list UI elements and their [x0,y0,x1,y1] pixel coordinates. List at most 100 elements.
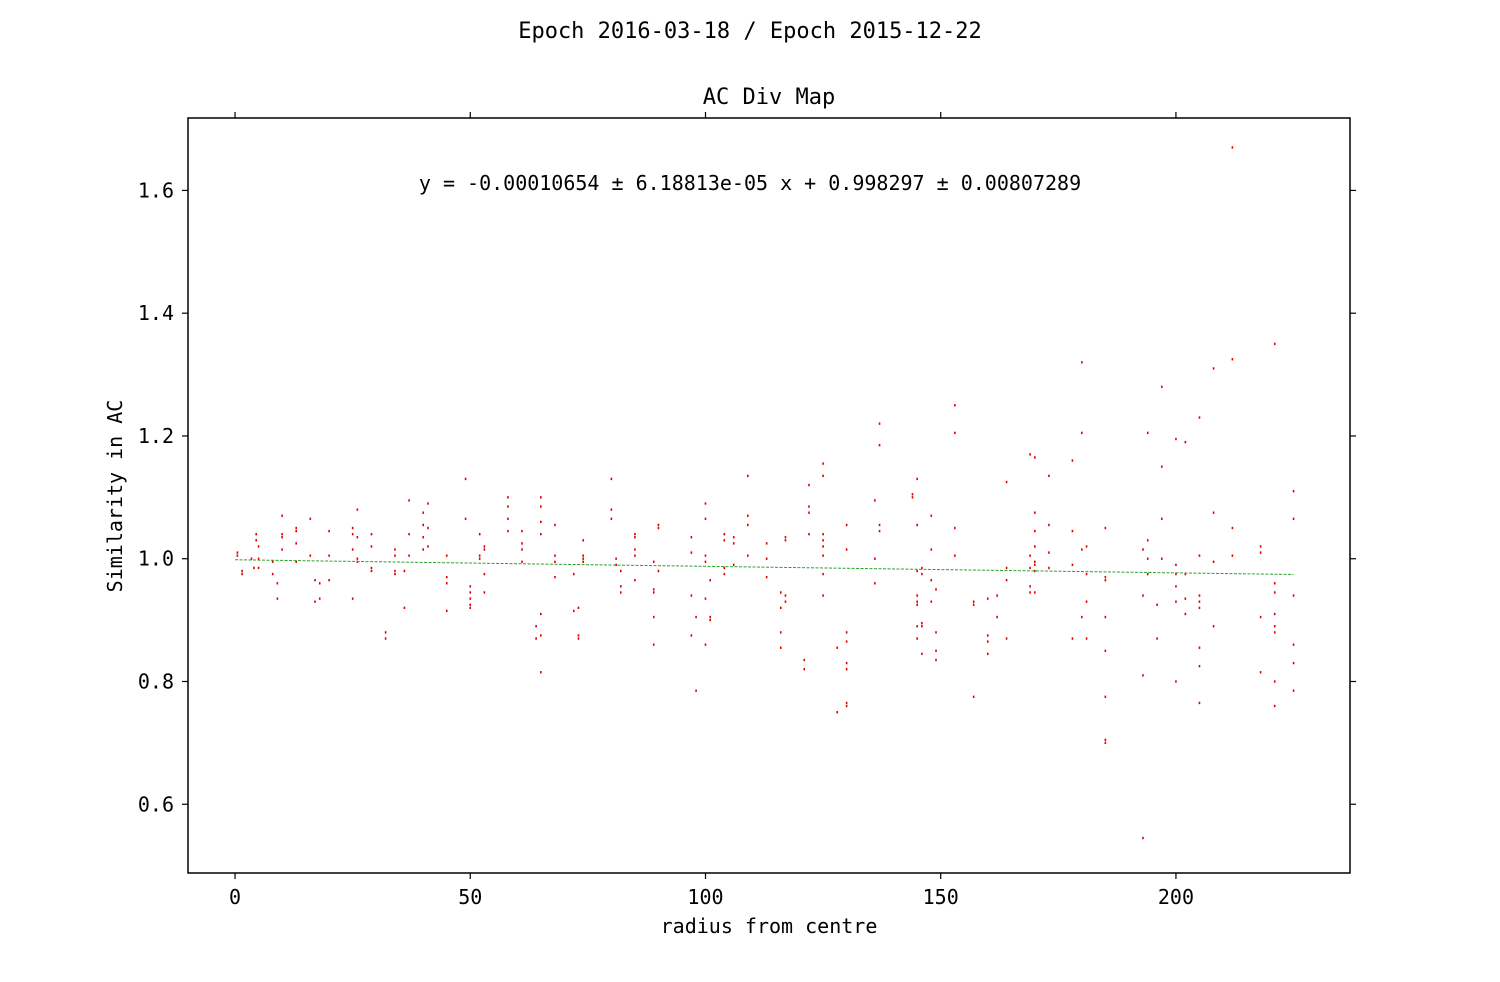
data-point [328,554,330,557]
data-point [930,548,933,551]
data-point [874,557,876,560]
data-point [464,517,467,521]
data-point [652,591,655,594]
data-point [723,532,726,536]
data-point [808,532,810,536]
data-point [1104,579,1107,582]
data-point [1104,615,1107,619]
data-point [422,536,425,539]
data-point [422,523,425,527]
data-point [582,554,584,557]
data-point [464,477,467,481]
data-point [1104,575,1107,579]
data-point [822,572,824,576]
data-point [1146,557,1149,560]
data-point [808,505,810,508]
data-point [394,569,396,573]
data-point [1259,545,1262,548]
data-point [845,631,848,634]
data-point [281,514,283,517]
data-point [709,615,711,619]
data-point [690,634,693,637]
data-point [723,566,726,570]
x-tick-label: 150 [923,885,959,909]
data-point [309,517,312,521]
data-point [1156,637,1158,640]
data-point [1142,836,1144,840]
data-point [356,557,359,560]
data-point [1175,600,1177,603]
data-point [704,554,707,557]
data-point [1142,548,1144,551]
y-tick-label: 0.8 [138,669,174,693]
data-point [1198,664,1201,668]
data-point [281,532,283,536]
data-point [765,557,768,560]
data-point [1034,569,1036,573]
data-point [996,615,998,619]
data-point [250,557,253,560]
data-point [295,542,297,545]
data-point [1146,572,1149,576]
data-point [911,496,914,499]
data-point [535,625,537,628]
data-point [634,554,636,557]
data-point [1273,591,1276,594]
data-point [972,603,975,606]
data-point [370,566,373,570]
data-point [695,689,697,692]
data-point [540,612,542,616]
data-point [1212,511,1215,514]
data-point [620,569,622,573]
x-tick-label: 0 [229,885,241,909]
data-point [257,545,260,548]
data-point [1198,554,1201,557]
data-point [1259,615,1262,619]
data-point [1005,480,1008,484]
data-point [652,615,655,619]
data-point [765,542,768,545]
data-point [1085,545,1088,548]
data-point [469,597,472,600]
data-point [610,508,613,511]
data-point [577,606,580,610]
data-point [507,505,509,508]
data-point [483,545,486,548]
data-point [394,572,396,576]
data-point [1198,646,1201,649]
data-point [845,701,848,705]
data-point [878,523,881,527]
data-point [935,631,937,634]
data-point [1034,456,1036,459]
data-point [615,557,617,560]
data-point [845,548,848,551]
data-point [911,493,914,496]
data-point [803,668,806,671]
data-point [314,579,316,582]
data-point [1005,579,1008,582]
data-point [572,572,575,576]
data-point [921,621,923,625]
data-point [540,496,542,499]
data-point [1175,585,1177,588]
data-point [704,560,707,563]
data-point [241,569,243,573]
data-point [469,603,472,606]
data-point [652,643,655,646]
data-point [916,600,918,603]
data-point [554,554,556,557]
data-point [1273,582,1276,585]
data-point [1231,146,1234,149]
data-point [403,606,406,610]
data-point [1048,474,1050,478]
data-point [582,539,584,542]
data-point [634,579,636,582]
data-point [921,652,923,656]
data-point [822,554,824,557]
data-point [709,618,711,622]
data-point [408,532,410,536]
data-point [1146,431,1149,435]
data-point [394,548,396,551]
data-point [469,606,472,610]
data-point [690,551,693,554]
